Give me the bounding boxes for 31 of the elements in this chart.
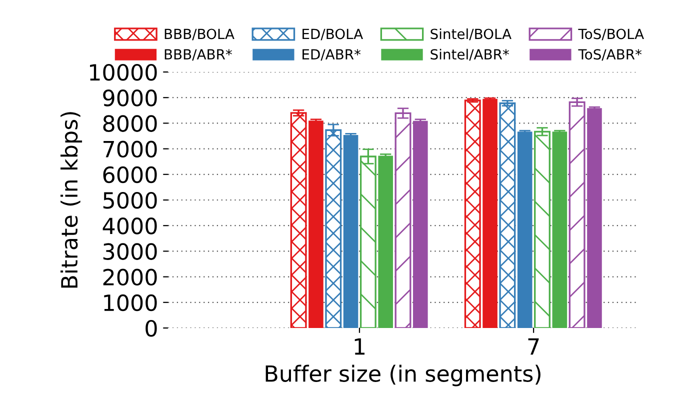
legend-label: ToS/BOLA <box>578 28 644 40</box>
x-tick-label: 1 <box>354 338 364 355</box>
y-tick-label: 5000 <box>103 192 157 209</box>
y-tick-label: 8000 <box>103 115 157 132</box>
bar <box>343 134 358 328</box>
bar <box>325 129 342 328</box>
y-tick-label: 4000 <box>102 218 157 234</box>
legend-label: ToS/ABR* <box>578 49 642 61</box>
y-axis-title: Bitrate (in kbps) <box>60 112 82 288</box>
bar <box>552 132 568 328</box>
legend-label: BBB/ABR* <box>164 49 232 61</box>
x-tick-label: 7 <box>528 338 539 355</box>
x-axis-title: Buffer size (in segments) <box>266 364 540 386</box>
legend-label: Sintel/BOLA <box>430 28 512 40</box>
y-tick-label: 1000 <box>104 294 157 312</box>
bar <box>499 102 516 328</box>
y-tick-label: 2000 <box>103 268 157 286</box>
bar <box>394 112 412 328</box>
bar <box>534 130 550 328</box>
y-tick-label: 3000 <box>103 243 157 260</box>
bar <box>517 132 532 328</box>
y-tick-label: 6000 <box>103 166 157 184</box>
legend-label: ED/BOLA <box>302 28 363 40</box>
legend-label: Sintel/ABR* <box>430 48 509 61</box>
legend-label: BBB/BOLA <box>164 28 234 40</box>
y-tick-label: 0 <box>146 320 157 337</box>
y-tick-label: 7000 <box>104 140 157 158</box>
y-tick-label: 9000 <box>103 90 157 106</box>
legend-label: ED/ABR* <box>302 49 361 61</box>
bar <box>413 120 428 328</box>
y-tick-label: 10000 <box>90 64 157 81</box>
